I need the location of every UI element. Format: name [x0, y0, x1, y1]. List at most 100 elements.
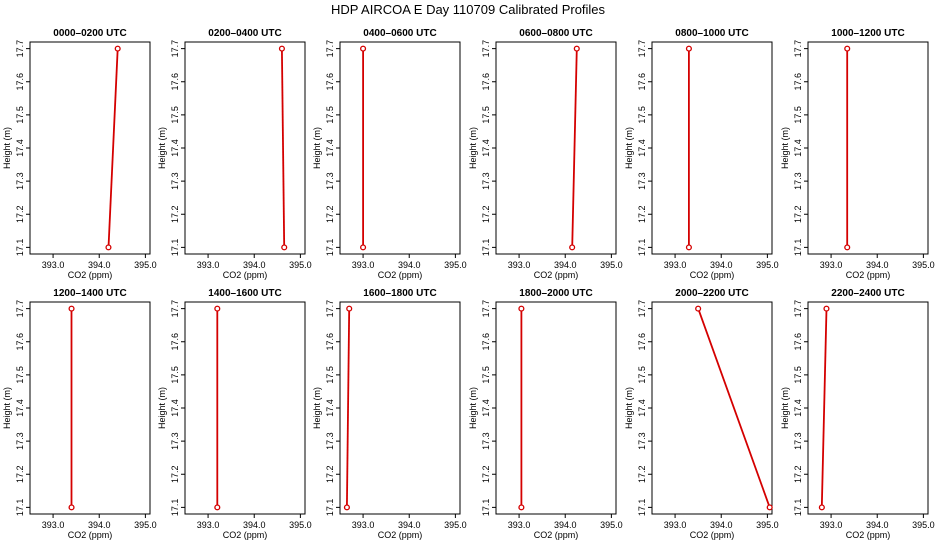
x-axis-label: CO2 (ppm)	[378, 530, 423, 540]
x-tick-label: 393.0	[820, 260, 843, 270]
x-tick-label: 395.0	[600, 260, 623, 270]
x-axis-label: CO2 (ppm)	[68, 270, 113, 280]
y-tick-label: 17.3	[793, 432, 803, 450]
x-tick-label: 393.0	[42, 520, 65, 530]
profile-panel-11: 2000–2200 UTC 393.0 394.0 395.0 17.1 17.2 17.3…	[624, 288, 779, 540]
x-tick-label: 394.0	[866, 520, 889, 530]
x-axis-label: CO2 (ppm)	[690, 270, 735, 280]
data-point	[214, 305, 221, 312]
y-tick-label: 17.4	[481, 399, 491, 417]
y-tick-label: 17.1	[15, 239, 25, 257]
y-axis-label: Height (m)	[624, 387, 634, 429]
data-point	[214, 504, 221, 511]
x-tick-label: 394.0	[866, 260, 889, 270]
plot-frame	[184, 41, 306, 255]
y-tick-label: 17.6	[637, 333, 647, 351]
data-point	[573, 45, 580, 52]
y-tick-label: 17.2	[15, 205, 25, 223]
y-tick-label: 17.4	[170, 399, 180, 417]
y-tick-label: 17.6	[170, 73, 180, 91]
x-tick-label: 394.0	[398, 520, 421, 530]
panel-grid: 0000–0200 UTC 393.0 394.0 395.0 17.1 17.2 17.3…	[2, 28, 935, 540]
profile-panel-2: 0200–0400 UTC 393.0 394.0 395.0 17.1 17.2 17.3…	[157, 28, 312, 280]
y-tick-label: 17.7	[15, 300, 25, 318]
data-point	[360, 45, 367, 52]
y-tick-label: 17.6	[637, 73, 647, 91]
y-tick-label: 17.2	[481, 205, 491, 223]
y-tick-label: 17.4	[793, 399, 803, 417]
data-point	[278, 45, 285, 52]
data-point	[844, 244, 851, 251]
y-tick-label: 17.7	[170, 300, 180, 318]
data-point	[68, 305, 75, 312]
x-axis-label: CO2 (ppm)	[223, 270, 268, 280]
y-tick-label: 17.1	[170, 499, 180, 517]
y-tick-label: 17.5	[15, 106, 25, 124]
y-tick-label: 17.6	[793, 73, 803, 91]
y-tick-label: 17.7	[637, 40, 647, 58]
y-tick-label: 17.7	[793, 300, 803, 318]
x-axis-label: CO2 (ppm)	[378, 270, 423, 280]
panel-title: 1600–1800 UTC	[363, 288, 436, 299]
data-point	[695, 305, 702, 312]
panel-title: 0200–0400 UTC	[208, 28, 281, 39]
y-tick-label: 17.1	[170, 239, 180, 257]
y-axis-label: Height (m)	[312, 387, 322, 429]
y-tick-label: 17.4	[325, 139, 335, 157]
y-tick-label: 17.1	[793, 499, 803, 517]
y-tick-label: 17.1	[325, 499, 335, 517]
y-tick-label: 17.5	[481, 106, 491, 124]
data-point	[343, 504, 350, 511]
y-tick-label: 17.4	[637, 139, 647, 157]
y-tick-label: 17.7	[481, 300, 491, 318]
x-axis-label: CO2 (ppm)	[534, 270, 579, 280]
y-tick-label: 17.5	[481, 366, 491, 384]
x-tick-label: 395.0	[444, 520, 467, 530]
y-tick-label: 17.4	[481, 139, 491, 157]
y-tick-label: 17.1	[481, 499, 491, 517]
panel-title: 0400–0600 UTC	[363, 28, 436, 39]
y-tick-label: 17.7	[793, 40, 803, 58]
profile-line	[571, 48, 578, 248]
panel-title: 1400–1600 UTC	[208, 288, 281, 299]
panel-title: 1800–2000 UTC	[519, 288, 592, 299]
profile-line	[820, 308, 828, 508]
x-axis-label: CO2 (ppm)	[534, 530, 579, 540]
y-tick-label: 17.4	[170, 139, 180, 157]
profile-panel-6: 1000–1200 UTC 393.0 394.0 395.0 17.1 17.2 17.3…	[780, 28, 935, 280]
y-tick-label: 17.3	[325, 432, 335, 450]
y-tick-label: 17.2	[170, 205, 180, 223]
y-axis-label: Height (m)	[2, 387, 12, 429]
y-tick-label: 17.2	[325, 465, 335, 483]
y-tick-label: 17.3	[637, 432, 647, 450]
x-axis-label: CO2 (ppm)	[690, 530, 735, 540]
x-tick-label: 394.0	[88, 520, 111, 530]
data-point	[68, 504, 75, 511]
plot-frame	[339, 41, 461, 255]
plot-frame	[339, 301, 461, 515]
y-axis-label: Height (m)	[157, 387, 167, 429]
profile-panel-7: 1200–1400 UTC 393.0 394.0 395.0 17.1 17.2 17.3…	[2, 288, 157, 540]
y-tick-label: 17.1	[15, 499, 25, 517]
x-tick-label: 393.0	[508, 520, 531, 530]
x-tick-label: 393.0	[820, 520, 843, 530]
data-point	[844, 45, 851, 52]
y-tick-label: 17.4	[15, 139, 25, 157]
y-tick-label: 17.4	[325, 399, 335, 417]
data-point	[114, 45, 121, 52]
x-tick-label: 395.0	[600, 520, 623, 530]
y-tick-label: 17.3	[793, 172, 803, 190]
y-tick-label: 17.6	[325, 73, 335, 91]
y-tick-label: 17.4	[15, 399, 25, 417]
y-tick-label: 17.1	[637, 499, 647, 517]
y-tick-label: 17.5	[170, 366, 180, 384]
x-tick-label: 395.0	[756, 520, 779, 530]
y-tick-label: 17.7	[15, 40, 25, 58]
panel-title: 0000–0200 UTC	[53, 28, 126, 39]
x-tick-label: 393.0	[508, 260, 531, 270]
y-tick-label: 17.2	[325, 205, 335, 223]
y-axis-label: Height (m)	[780, 127, 790, 169]
x-tick-label: 395.0	[134, 520, 157, 530]
plot-frame	[29, 301, 151, 515]
